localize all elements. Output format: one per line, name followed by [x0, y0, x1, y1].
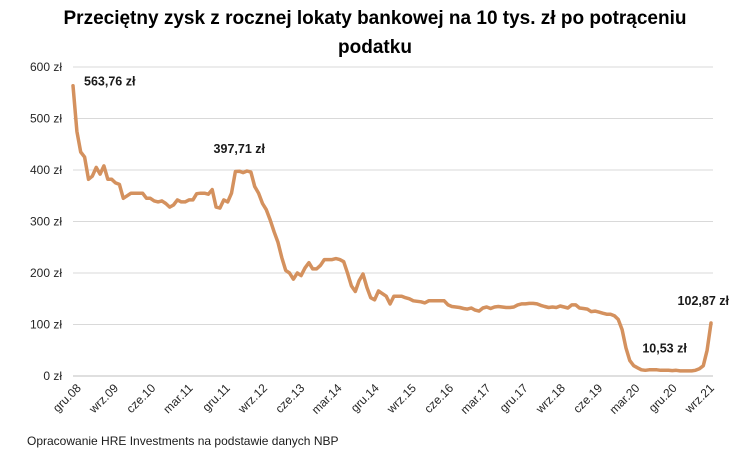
x-tick-label: wrz.15	[383, 381, 419, 417]
data-label: 102,87 zł	[678, 294, 730, 308]
x-tick-label: cze.19	[570, 381, 605, 416]
x-tick-label: wrz.18	[532, 381, 568, 417]
x-tick-label: mar.14	[309, 381, 345, 417]
x-tick-label: mar.20	[607, 381, 643, 417]
y-tick-label: 100 zł	[30, 318, 62, 332]
gridlines	[73, 66, 713, 325]
series-points	[73, 86, 711, 371]
y-tick-label: 200 zł	[30, 266, 62, 280]
x-tick-label: cze.10	[123, 381, 158, 416]
series-lines	[71, 83, 713, 373]
x-tick-label: gru.20	[646, 381, 680, 415]
x-tick-label: mar.11	[160, 381, 195, 416]
y-tick-label: 500 zł	[30, 112, 62, 126]
source-note: Opracowanie HRE Investments na podstawie…	[27, 434, 339, 448]
series-line	[71, 83, 713, 373]
chart-title: Przeciętny zysk z rocznej lokaty bankowe…	[63, 8, 687, 58]
x-tick-label: cze.13	[272, 381, 307, 416]
x-tick-label: gru.08	[50, 381, 84, 415]
x-tick-label: mar.17	[458, 381, 494, 417]
x-tick-label: wrz.21	[681, 381, 717, 417]
x-tick-label: cze.16	[421, 381, 456, 416]
x-axis-tick-labels: gru.08 wrz.09 cze.10 mar.11 gru.11 wrz.12 cze.…	[50, 381, 717, 417]
x-tick-label: gru.11	[200, 381, 234, 415]
y-tick-label: 0 zł	[43, 369, 62, 383]
data-label: 563,76 zł	[84, 75, 136, 89]
x-tick-label: wrz.09	[86, 381, 122, 417]
data-label: 10,53 zł	[642, 342, 687, 356]
y-tick-label: 400 zł	[30, 163, 62, 177]
y-axis-tick-labels: 0 zł 100 zł 200 zł 300 zł 400 zł 500 zł 600 zł	[30, 60, 62, 383]
data-labels: 563,76 zł 397,71 zł 10,53 zł 102,87 zł	[84, 75, 730, 356]
x-tick-label: wrz.12	[234, 381, 270, 417]
x-tick-label: gru.14	[348, 381, 382, 415]
y-tick-label: 600 zł	[30, 60, 62, 74]
data-label: 397,71 zł	[214, 142, 266, 156]
y-tick-label: 300 zł	[30, 215, 62, 229]
x-tick-label: gru.17	[497, 381, 531, 415]
